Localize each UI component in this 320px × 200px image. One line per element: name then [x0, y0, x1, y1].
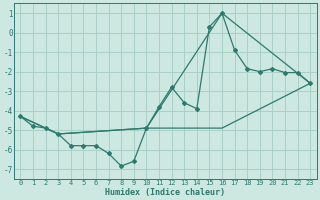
X-axis label: Humidex (Indice chaleur): Humidex (Indice chaleur)	[105, 188, 225, 197]
